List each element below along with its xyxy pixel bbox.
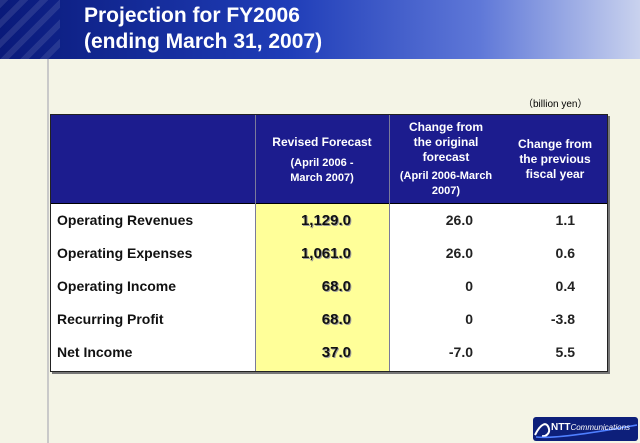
table-row: Net Income 37.0 -7.0 5.5 — [51, 336, 607, 369]
change-previous-value: -3.8 — [550, 311, 575, 327]
title-line-1: Projection for FY2006 — [84, 4, 300, 27]
table-row: Operating Revenues 1,129.0 26.0 1.1 — [51, 204, 607, 237]
row-label: Operating Expenses — [57, 245, 193, 261]
header-change-previous: Change from the previous fiscal year — [503, 137, 607, 182]
change-original-value: -7.0 — [448, 344, 473, 360]
slide-title: Projection for FY2006 (ending March 31, … — [84, 3, 322, 55]
header-change-original: Change from the original forecast (April… — [391, 120, 501, 199]
title-line-2: (ending March 31, 2007) — [84, 30, 323, 53]
row-label: Operating Revenues — [57, 212, 194, 228]
change-original-value: 0 — [465, 278, 473, 294]
revised-value: 68.0 — [321, 311, 351, 328]
title-banner: Projection for FY2006 (ending March 31, … — [0, 0, 640, 59]
row-label: Operating Income — [57, 278, 177, 294]
table-header: Revised Forecast (April 2006 -March 2007… — [51, 115, 607, 204]
row-label: Net Income — [57, 344, 133, 360]
change-previous-value: 1.1 — [555, 212, 575, 228]
table-row: Recurring Profit 68.0 0 -3.8 — [51, 303, 607, 336]
header-change-original-main: Change from the original forecast — [408, 120, 483, 164]
change-previous-value: 0.4 — [555, 278, 575, 294]
revised-value: 1,129.0 — [300, 212, 351, 229]
table-row: Operating Income 68.0 0 0.4 — [51, 270, 607, 303]
change-previous-value: 5.5 — [555, 344, 575, 360]
left-divider — [47, 59, 49, 443]
row-label: Recurring Profit — [57, 311, 164, 327]
ntt-communications-logo: NTTCommunications — [533, 417, 638, 441]
banner-decoration — [0, 0, 60, 59]
logo-swoosh-icon — [534, 423, 638, 439]
change-original-value: 0 — [465, 311, 473, 327]
header-change-original-sub: (April 2006-March 2007) — [399, 170, 493, 197]
unit-label: （billion yen） — [523, 99, 588, 110]
revised-value: 68.0 — [321, 278, 351, 295]
change-original-value: 26.0 — [445, 245, 473, 261]
revised-value: 1,061.0 — [300, 245, 351, 262]
projection-table: Revised Forecast (April 2006 -March 2007… — [50, 114, 608, 372]
header-revised-main: Revised Forecast — [272, 135, 372, 149]
header-revised-sub: (April 2006 -March 2007) — [290, 157, 354, 184]
logo-name: Communications — [570, 423, 631, 432]
revised-value: 37.0 — [321, 344, 351, 361]
logo-brand: NTT — [551, 422, 571, 433]
header-change-previous-main: Change from the previous fiscal year — [517, 137, 592, 181]
column-divider-2 — [389, 115, 390, 371]
column-divider-1 — [255, 115, 256, 371]
header-revised-forecast: Revised Forecast (April 2006 -March 2007… — [257, 135, 387, 186]
change-original-value: 26.0 — [445, 212, 473, 228]
table-row: Operating Expenses 1,061.0 26.0 0.6 — [51, 237, 607, 270]
change-previous-value: 0.6 — [555, 245, 575, 261]
